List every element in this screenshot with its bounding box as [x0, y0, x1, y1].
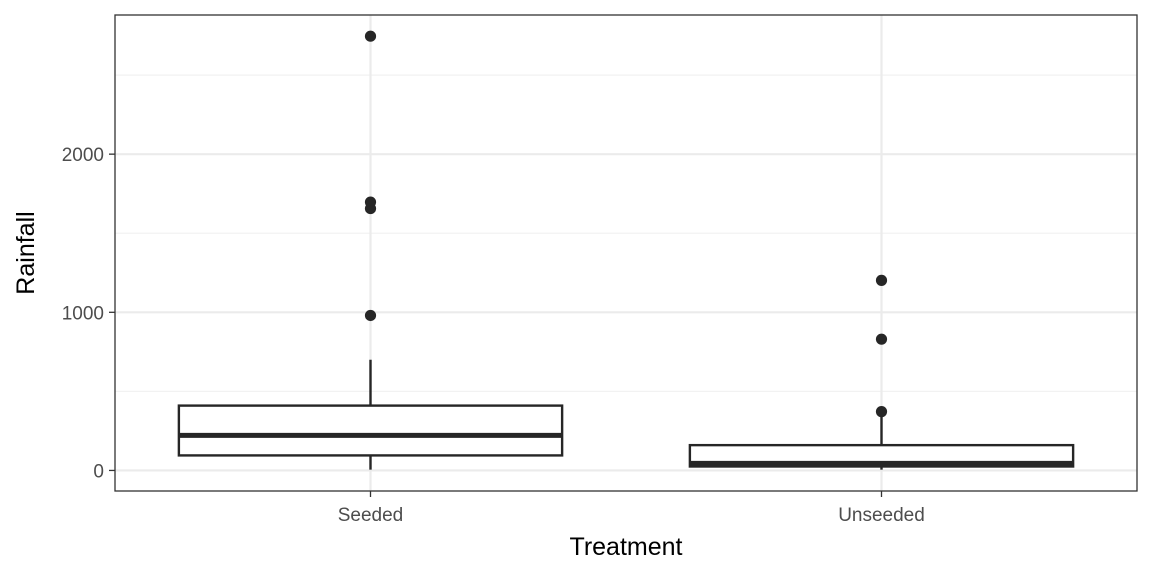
outlier-layer: [364, 30, 888, 418]
outlier-point: [875, 333, 888, 345]
y-axis-title: Rainfall: [12, 211, 40, 294]
box-seeded: [177, 359, 564, 470]
y-tick-label: 1000: [62, 303, 104, 324]
outlier-point: [364, 30, 377, 42]
outlier-point: [875, 274, 888, 286]
x-tick-label: Seeded: [338, 505, 404, 526]
box-layer: [177, 359, 1075, 470]
box-iqr: [177, 404, 564, 457]
panel-border: [114, 14, 1138, 492]
y-tick-label: 2000: [62, 145, 104, 166]
y-tick-label: 0: [93, 461, 104, 482]
grid-layer: [115, 15, 1137, 491]
box-unseeded: [688, 415, 1075, 470]
outlier-point: [364, 196, 377, 208]
outlier-point: [364, 309, 377, 322]
x-axis: Seeded Unseeded: [338, 491, 925, 526]
outlier-point: [875, 406, 888, 418]
x-axis-title: Treatment: [569, 533, 682, 561]
x-tick-label: Unseeded: [838, 505, 925, 526]
y-axis: 0 1000 2000: [62, 145, 115, 482]
